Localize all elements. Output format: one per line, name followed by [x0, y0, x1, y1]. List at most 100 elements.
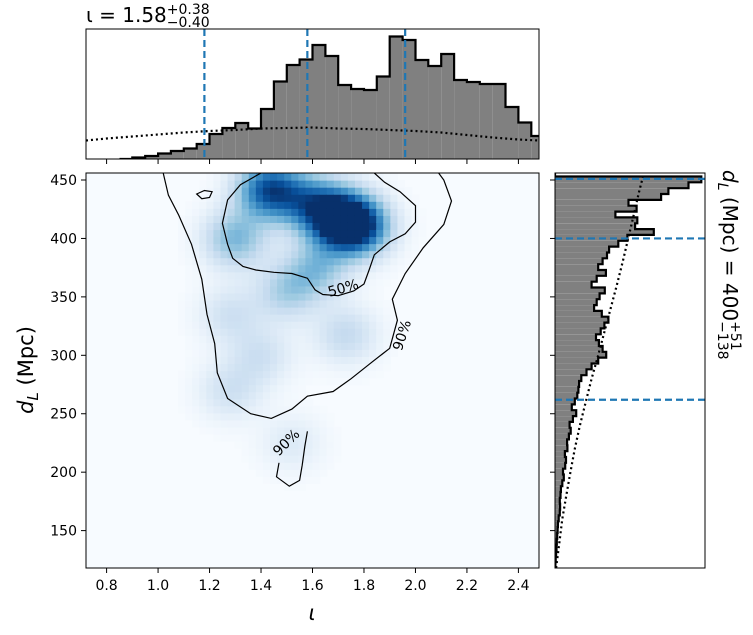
density-cell [213, 356, 222, 365]
density-cell [206, 342, 215, 350]
density-cell [206, 384, 215, 393]
density-cell [192, 356, 200, 365]
density-cell [241, 441, 250, 449]
density-cell [213, 321, 222, 329]
density-cell [206, 271, 215, 280]
density-cell [270, 335, 278, 343]
density-cell [291, 476, 299, 484]
density-cell [319, 215, 328, 223]
iota-bar [609, 158, 622, 160]
density-cell [178, 398, 186, 407]
density-cell [390, 335, 399, 343]
density-cell [291, 370, 299, 379]
density-cell [206, 299, 215, 308]
density-cell [376, 363, 384, 372]
density-cell [305, 419, 314, 428]
density-cell [383, 236, 391, 245]
density-cell [312, 292, 321, 301]
density-cell [213, 285, 222, 294]
density-cell [277, 180, 285, 188]
density-cell [298, 455, 307, 463]
density-cell [333, 314, 342, 322]
density-cell [305, 441, 314, 449]
dl-bar [555, 310, 602, 317]
density-cell [255, 264, 264, 273]
iota-bar [273, 81, 287, 159]
iota-bar [376, 76, 390, 159]
density-cell [192, 194, 200, 202]
density-cell [206, 377, 215, 386]
density-cell [404, 208, 413, 216]
density-cell [298, 215, 307, 223]
iota-bar [557, 145, 570, 159]
density-cell [347, 328, 356, 336]
density-cell [213, 222, 222, 231]
density-cell [397, 194, 406, 202]
density-cell [390, 349, 399, 357]
dl-bar [555, 334, 596, 341]
dl-bar [555, 416, 573, 422]
density-cell [227, 271, 236, 280]
density-cell [390, 201, 399, 209]
density-cell [192, 363, 200, 372]
density-cell [241, 391, 250, 400]
density-cell [248, 426, 257, 435]
density-cell [326, 455, 335, 463]
dl-histogram [555, 173, 705, 568]
density-cell [234, 229, 243, 238]
density-cell [227, 243, 236, 252]
density-cell [312, 299, 321, 308]
density-cell [312, 250, 321, 259]
density-cell [333, 335, 342, 343]
density-cell [284, 187, 292, 195]
density-cell [319, 257, 328, 266]
density-cell [277, 292, 285, 301]
density-cell [178, 243, 186, 252]
density-cell [277, 370, 285, 379]
density-cell [234, 356, 243, 365]
density-cell [227, 299, 236, 308]
density-cell [291, 469, 299, 477]
density-cell [312, 271, 321, 280]
density-cell [383, 349, 391, 357]
density-cell [241, 335, 250, 343]
density-cell [362, 250, 370, 259]
density-cell [333, 271, 342, 280]
contour-line [275, 431, 308, 487]
density-cell [262, 469, 271, 477]
density-cell [319, 236, 328, 245]
density-cell [383, 314, 391, 322]
density-cell [213, 433, 222, 442]
density-cell [185, 405, 193, 414]
iota-bar [170, 151, 184, 159]
density-cell [326, 370, 335, 379]
density-cell [220, 391, 229, 400]
density-cell [178, 222, 186, 231]
density-cell [369, 236, 377, 245]
density-cell [397, 250, 406, 259]
density-cell [326, 462, 335, 470]
density-cell [326, 314, 335, 322]
density-cell [248, 194, 257, 202]
density-cell [326, 356, 335, 365]
density-cell [305, 469, 314, 477]
density-cell [262, 285, 271, 294]
density-cell [234, 215, 243, 223]
density-cell [185, 356, 193, 365]
dl-bar [555, 340, 599, 346]
density-cell [326, 419, 335, 428]
density-cell [312, 194, 321, 202]
density-cell [397, 201, 406, 209]
density-cell [227, 342, 236, 350]
density-cell [255, 285, 264, 294]
density-cell [333, 285, 342, 294]
density-cell [220, 426, 229, 435]
density-cell [347, 285, 356, 294]
density-cell [298, 483, 307, 492]
density-cell [248, 285, 257, 294]
density-cell [376, 356, 384, 365]
density-cell [383, 257, 391, 266]
density-cell [354, 201, 363, 209]
density-cell [347, 363, 356, 372]
